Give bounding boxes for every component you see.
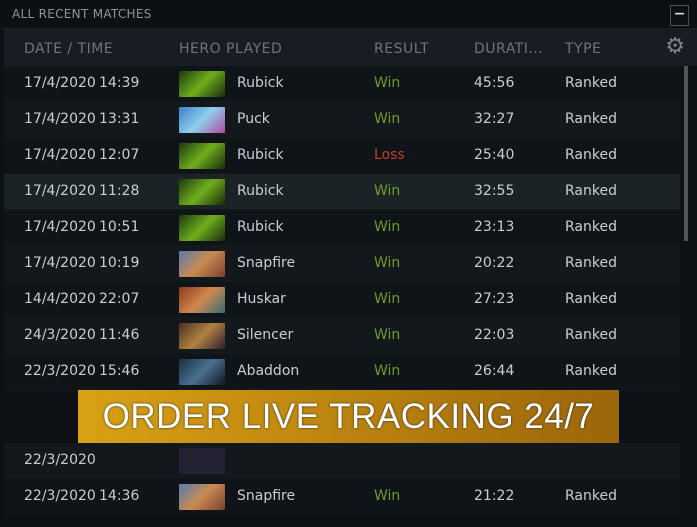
match-result: Win — [374, 183, 401, 199]
match-date: 17/4/2020 — [24, 255, 96, 271]
match-duration: 32:55 — [474, 183, 515, 199]
column-date[interactable]: DATE / TIME — [24, 41, 114, 57]
table-row[interactable]: 22/3/2020 14:36 Snapfire Win 21:22 Ranke… — [4, 479, 680, 515]
hero-portrait — [179, 287, 225, 313]
promo-banner[interactable]: ORDER LIVE TRACKING 24/7 — [78, 390, 619, 443]
column-type[interactable]: TYPE — [565, 41, 602, 57]
match-type: Ranked — [565, 488, 617, 504]
match-duration: 27:23 — [474, 291, 515, 307]
hero-name: Silencer — [237, 327, 294, 343]
match-duration: 23:13 — [474, 219, 515, 235]
hero-name: Rubick — [237, 147, 284, 163]
table-row[interactable]: 14/4/2020 22:07 Huskar Win 27:23 Ranked — [4, 282, 680, 318]
match-date: 14/4/2020 — [24, 291, 96, 307]
match-result: Win — [374, 255, 401, 271]
match-time: 14:36 — [99, 488, 140, 504]
title-bar: ALL RECENT MATCHES − — [0, 0, 697, 29]
match-date: 17/4/2020 — [24, 219, 96, 235]
hero-name: Abaddon — [237, 363, 300, 379]
hero-name: Puck — [237, 111, 270, 127]
match-list: 17/4/2020 14:39 Rubick Win 45:56 Ranked 1… — [4, 66, 680, 515]
table-row[interactable]: 17/4/2020 10:19 Snapfire Win 20:22 Ranke… — [4, 246, 680, 282]
match-date: 17/4/2020 — [24, 75, 96, 91]
match-type: Ranked — [565, 255, 617, 271]
table-header: DATE / TIME HERO PLAYED RESULT DURATI...… — [4, 29, 697, 66]
match-type: Ranked — [565, 183, 617, 199]
match-date: 22/3/2020 — [24, 363, 96, 379]
match-time: 13:31 — [99, 111, 140, 127]
match-type: Ranked — [565, 291, 617, 307]
match-result: Win — [374, 291, 401, 307]
match-duration: 25:40 — [474, 147, 515, 163]
hero-portrait — [179, 359, 225, 385]
match-date: 17/4/2020 — [24, 183, 96, 199]
match-time: 12:07 — [99, 147, 140, 163]
match-result: Win — [374, 488, 401, 504]
match-duration: 22:03 — [474, 327, 515, 343]
match-date: 17/4/2020 — [24, 111, 96, 127]
match-time: 11:46 — [99, 327, 140, 343]
match-time: 14:39 — [99, 75, 140, 91]
panel-title: ALL RECENT MATCHES — [12, 7, 152, 21]
match-duration: 26:44 — [474, 363, 515, 379]
match-date: 22/3/2020 — [24, 488, 96, 504]
table-row[interactable]: 17/4/2020 13:31 Puck Win 32:27 Ranked — [4, 102, 680, 138]
match-type: Ranked — [565, 75, 617, 91]
match-result: Win — [374, 363, 401, 379]
column-result[interactable]: RESULT — [374, 41, 430, 57]
match-date: 22/3/2020 — [24, 452, 96, 468]
minimize-button[interactable]: − — [670, 5, 689, 26]
hero-portrait — [179, 179, 225, 205]
match-result: Loss — [374, 147, 405, 163]
match-duration: 32:27 — [474, 111, 515, 127]
hero-portrait — [179, 143, 225, 169]
table-row[interactable]: 22/3/2020 15:46 Abaddon Win 26:44 Ranked — [4, 354, 680, 390]
table-row[interactable]: 17/4/2020 12:07 Rubick Loss 25:40 Ranked — [4, 138, 680, 174]
match-time: 22:07 — [99, 291, 140, 307]
match-type: Ranked — [565, 327, 617, 343]
hero-portrait — [179, 215, 225, 241]
table-row[interactable]: 24/3/2020 11:46 Silencer Win 22:03 Ranke… — [4, 318, 680, 354]
match-result: Win — [374, 327, 401, 343]
column-duration[interactable]: DURATI... — [474, 41, 544, 57]
hero-name: Rubick — [237, 75, 284, 91]
match-type: Ranked — [565, 219, 617, 235]
match-result: Win — [374, 75, 401, 91]
match-duration: 21:22 — [474, 488, 515, 504]
match-duration: 20:22 — [474, 255, 515, 271]
hero-portrait — [179, 251, 225, 277]
match-time: 10:19 — [99, 255, 140, 271]
match-date: 17/4/2020 — [24, 147, 96, 163]
banner-text: ORDER LIVE TRACKING 24/7 — [102, 396, 595, 436]
match-duration: 45:56 — [474, 75, 515, 91]
match-type: Ranked — [565, 363, 617, 379]
scrollbar[interactable] — [684, 66, 688, 241]
table-row[interactable]: 17/4/2020 10:51 Rubick Win 23:13 Ranked — [4, 210, 680, 246]
hero-portrait — [179, 323, 225, 349]
match-date: 24/3/2020 — [24, 327, 96, 343]
match-time: 11:28 — [99, 183, 140, 199]
hero-name: Snapfire — [237, 488, 296, 504]
hero-portrait — [179, 448, 225, 474]
table-row[interactable]: 17/4/2020 14:39 Rubick Win 45:56 Ranked — [4, 66, 680, 102]
hero-portrait — [179, 107, 225, 133]
hero-name: Snapfire — [237, 255, 296, 271]
column-hero[interactable]: HERO PLAYED — [179, 41, 283, 57]
hero-name: Rubick — [237, 219, 284, 235]
match-time: 15:46 — [99, 363, 140, 379]
match-type: Ranked — [565, 147, 617, 163]
match-result: Win — [374, 219, 401, 235]
hero-portrait — [179, 484, 225, 510]
match-type: Ranked — [565, 111, 617, 127]
hero-name: Huskar — [237, 291, 286, 307]
hero-name: Rubick — [237, 183, 284, 199]
match-time: 10:51 — [99, 219, 140, 235]
table-row[interactable]: 17/4/2020 11:28 Rubick Win 32:55 Ranked — [4, 174, 680, 210]
gear-icon[interactable]: ⚙ — [665, 34, 685, 59]
table-row[interactable]: 22/3/2020 — [4, 443, 680, 479]
match-result: Win — [374, 111, 401, 127]
hero-portrait — [179, 71, 225, 97]
